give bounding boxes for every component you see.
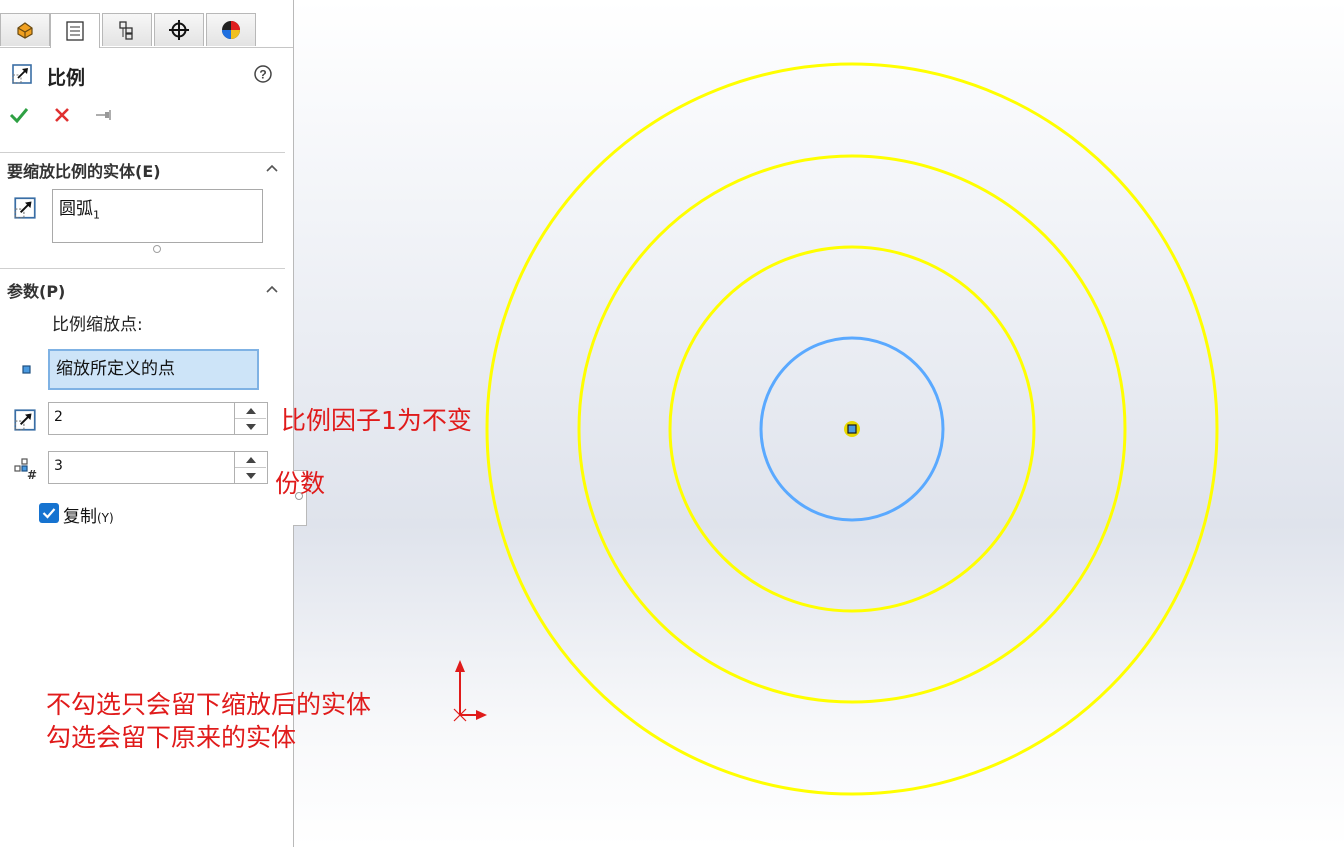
entities-section-header[interactable]: 要缩放比例的实体(E) [0,152,285,183]
close-icon [55,108,69,122]
params-section-label: 参数(P) [7,282,66,301]
copies-decrement[interactable] [235,468,266,483]
panel-splitter-handle[interactable] [293,470,307,526]
configurationmanager-tab[interactable] [102,13,152,46]
point-icon [22,365,31,374]
copy-label-shortcut: (Y) [97,511,114,525]
copy-label-text: 复制 [63,507,97,527]
appearance-icon [222,21,240,39]
chevron-up-icon[interactable] [263,280,281,298]
resize-grip[interactable] [153,245,161,253]
property-manager-icon [66,21,84,41]
center-point-icon [844,421,860,437]
copy-checkbox-annotation: 不勾选只会留下缩放后的实体 勾选会留下原来的实体 [46,688,371,754]
copies-annotation: 份数 [275,469,326,498]
property-manager-panel: 比例 ? 要缩放比例的实体(E) 圆弧1 参数(P) 比例缩放点: [0,0,294,847]
checkbox-check-icon [42,508,56,519]
copy-checkbox[interactable] [39,503,59,523]
copies-spinbox[interactable]: 3 [48,451,268,484]
scale-icon [12,64,32,84]
propertymanager-tab[interactable] [50,13,100,48]
caret-up-icon [245,456,256,463]
scale-factor-spinbox[interactable]: 2 [48,402,268,435]
caret-down-icon [245,472,256,479]
copy-checkbox-label[interactable]: 复制(Y) [63,502,114,527]
display-manager-tab[interactable] [206,13,256,46]
original-arc [759,336,945,522]
scale-point-field[interactable]: 缩放所定义的点 [48,349,259,390]
featuremanager-tab[interactable] [0,13,50,46]
manager-tabs [0,13,293,48]
cancel-button[interactable] [49,102,75,128]
scale-factor-value[interactable]: 2 [54,409,63,425]
configuration-icon [119,21,133,40]
svg-text:?: ? [259,68,266,82]
copies-increment[interactable] [235,452,266,468]
caret-down-icon [245,423,256,430]
scale-point-label: 比例缩放点: [52,315,143,335]
scale-factor-annotation: 比例因子1为不变 [281,406,472,435]
scale-factor-icon [14,409,36,431]
dimxpert-tab[interactable] [154,13,204,46]
instances-icon: # [14,458,37,482]
copy-annotation-line-2: 勾选会留下原来的实体 [46,723,297,752]
action-buttons [6,102,146,130]
origin-icon [453,660,487,722]
ok-button[interactable] [6,102,32,128]
params-section-header[interactable]: 参数(P) [0,268,285,301]
scale-factor-stepper [234,403,267,434]
svg-text:#: # [27,468,37,482]
scale-factor-decrement[interactable] [235,419,266,434]
scaled-circle-2 [577,154,1127,704]
panel-title: 比例 [47,67,86,89]
crosshair-icon [169,20,189,40]
pin-icon [96,110,111,120]
title-bar: 比例 ? [0,58,293,90]
checkmark-icon [9,108,29,124]
caret-up-icon [245,407,256,414]
help-icon[interactable]: ? [253,64,273,84]
chevron-up-icon[interactable] [263,159,281,177]
feature-tree-icon [17,22,33,39]
copies-stepper [234,452,267,483]
selected-entity-item[interactable]: 圆弧 [59,199,93,219]
scaled-circle-3 [485,62,1219,796]
pin-button[interactable] [91,102,117,128]
scale-factor-increment[interactable] [235,403,266,419]
scale-entities-icon [14,197,36,219]
selected-entity-index: 1 [93,208,100,222]
copy-annotation-line-1: 不勾选只会留下缩放后的实体 [46,690,372,719]
entities-section-label: 要缩放比例的实体(E) [7,162,161,181]
entities-selection-box[interactable]: 圆弧1 [52,189,263,243]
scaled-circle-1 [668,245,1036,613]
copies-value[interactable]: 3 [54,458,63,474]
